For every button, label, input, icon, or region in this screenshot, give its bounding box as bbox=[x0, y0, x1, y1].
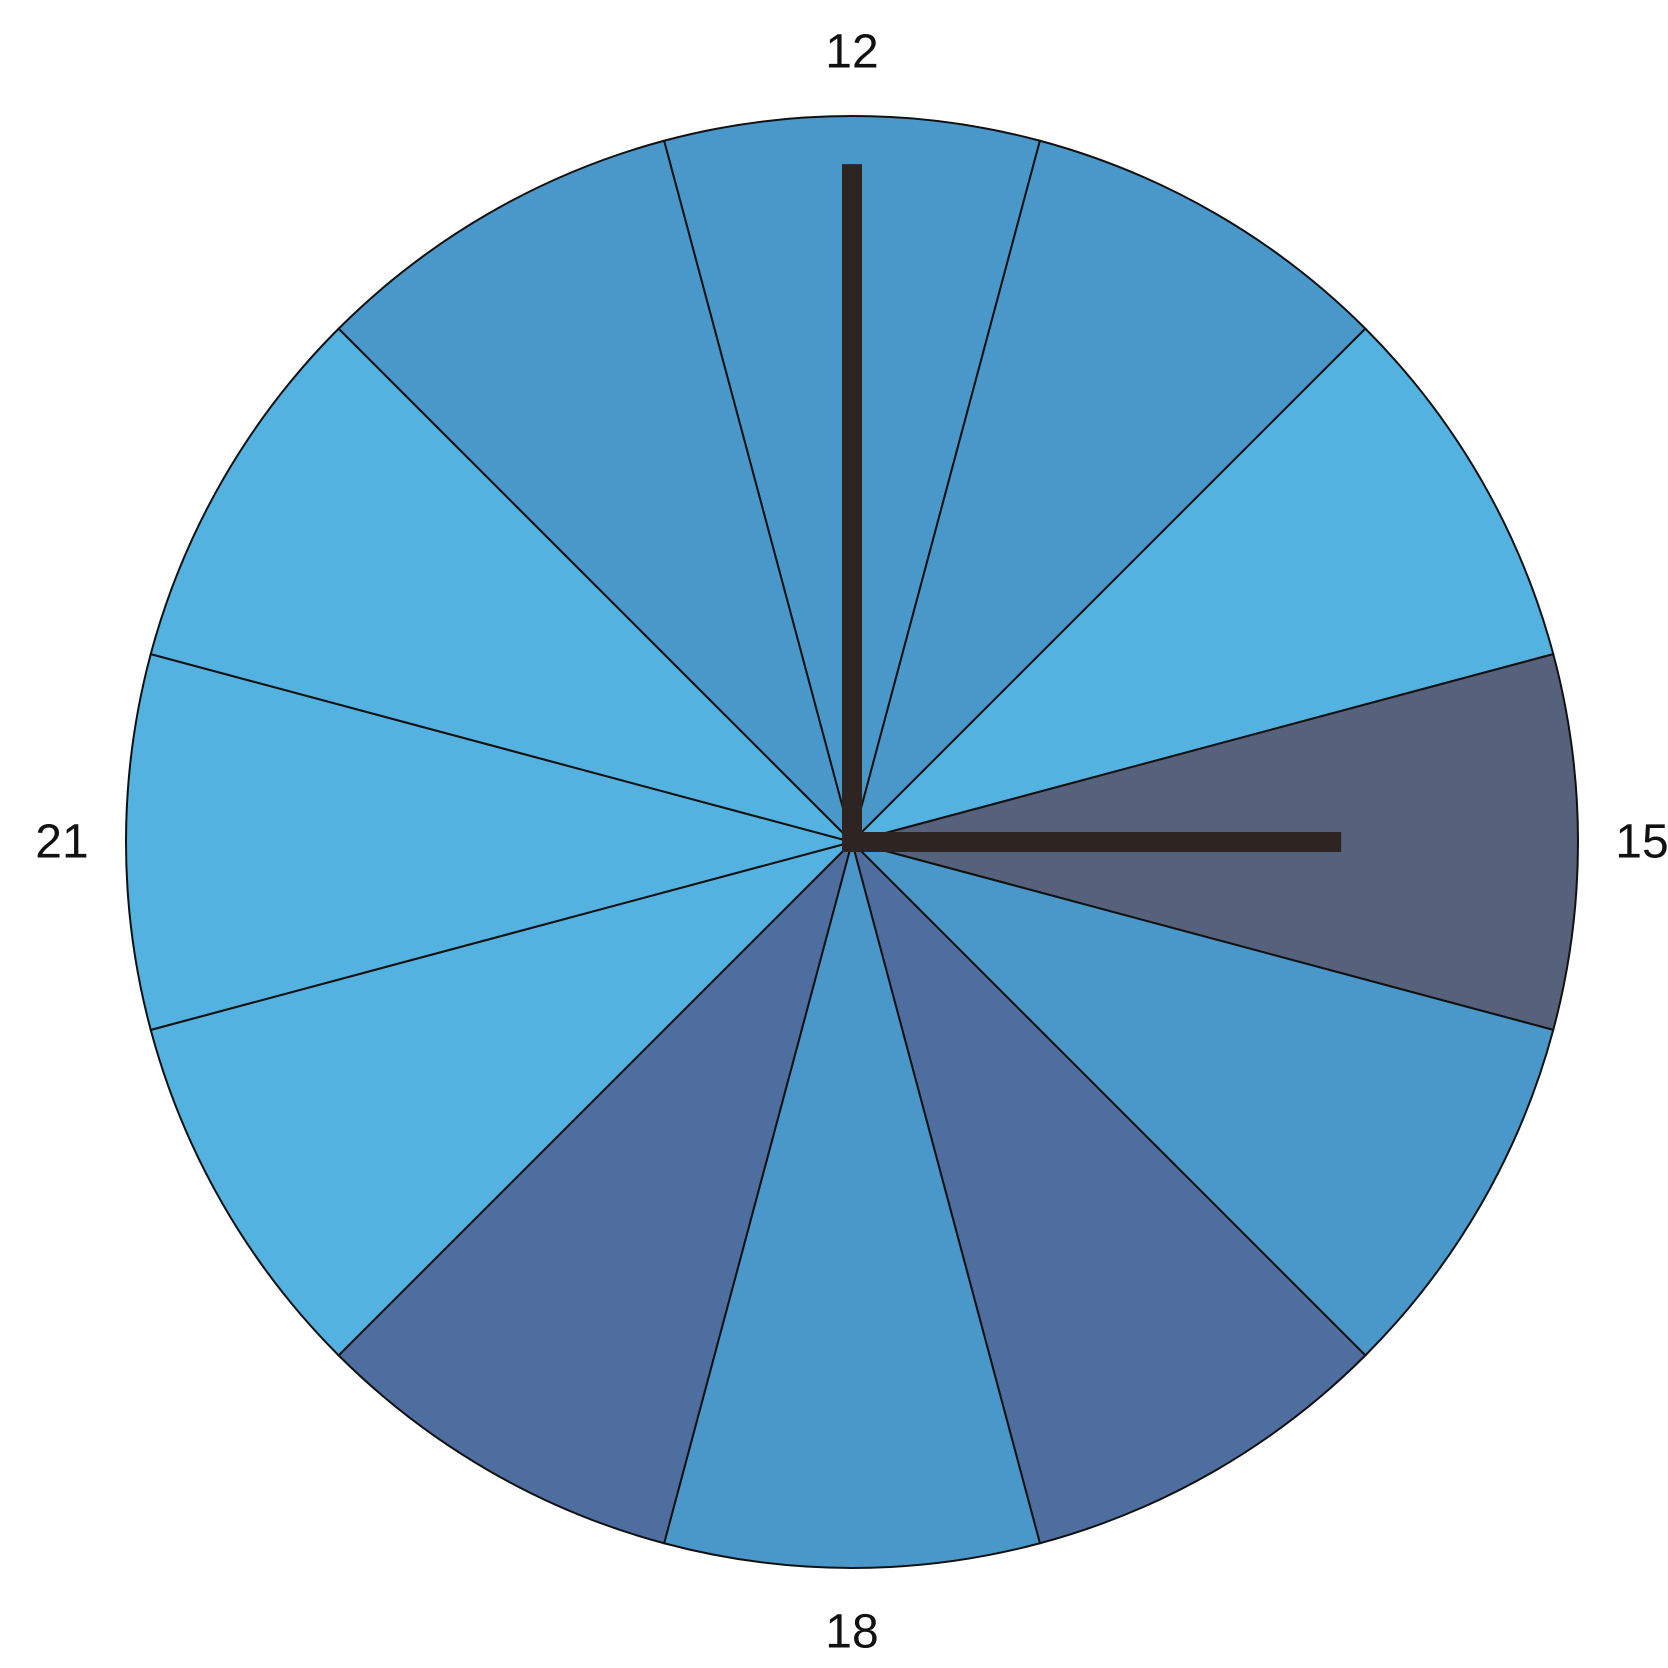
sector-18-19 bbox=[662, 838, 1042, 1569]
sector-23-24 bbox=[337, 139, 854, 846]
sector-13-14 bbox=[850, 139, 1367, 846]
sector-22-23 bbox=[149, 327, 856, 844]
sector-16-17 bbox=[848, 840, 1555, 1357]
sector-17-18 bbox=[850, 838, 1367, 1545]
hour-label-21: 21 bbox=[35, 816, 88, 869]
hour-label-18: 18 bbox=[825, 1606, 878, 1659]
hour-label-15: 15 bbox=[1615, 816, 1668, 869]
hands-layer bbox=[842, 164, 1342, 852]
sector-21-22 bbox=[125, 652, 856, 1032]
sector-14-15 bbox=[848, 327, 1555, 844]
hour-labels: 12 15 18 21 bbox=[35, 26, 1668, 1659]
sector-20-21 bbox=[149, 840, 856, 1357]
sector-19-20 bbox=[337, 838, 854, 1545]
hour-label-12: 12 bbox=[825, 26, 878, 79]
sectors-layer bbox=[125, 115, 1579, 1569]
